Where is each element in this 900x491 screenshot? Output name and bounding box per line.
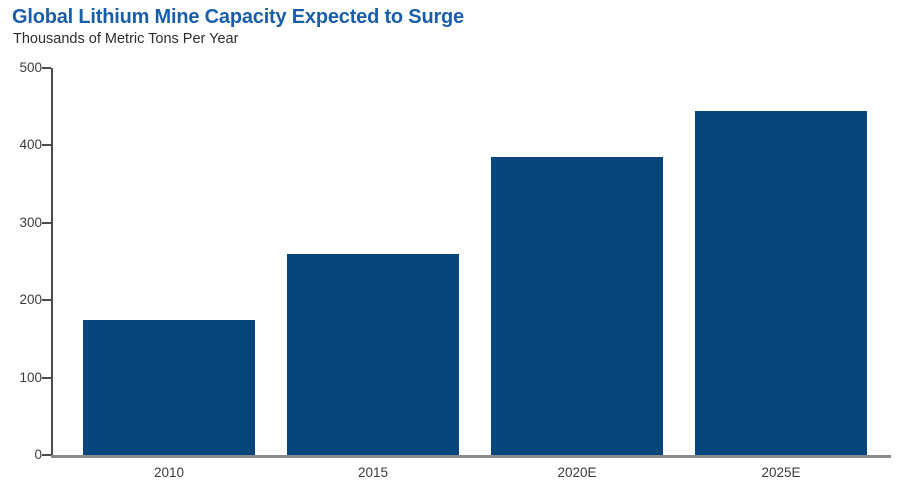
y-axis-tick — [42, 222, 51, 224]
bar-2015 — [287, 254, 459, 455]
y-axis-tick — [42, 377, 51, 379]
x-tick-label: 2010 — [153, 465, 185, 480]
bar-2020E — [491, 157, 663, 455]
y-axis-tick — [42, 67, 51, 69]
y-axis-tick — [42, 299, 51, 301]
x-tick-label: 2015 — [357, 465, 389, 480]
y-axis-tick — [42, 144, 51, 146]
chart-title: Global Lithium Mine Capacity Expected to… — [12, 6, 464, 28]
y-tick-label: 100 — [19, 370, 42, 385]
y-tick-label: 300 — [19, 215, 42, 230]
plot-area — [42, 67, 891, 458]
y-tick-label: 500 — [19, 60, 42, 75]
chart-subtitle: Thousands of Metric Tons Per Year — [13, 31, 239, 47]
y-axis-labels: 0 100 200 300 400 500 — [0, 60, 42, 462]
x-axis-baseline — [51, 455, 891, 458]
y-axis-line — [51, 68, 53, 458]
x-tick-label: 2020E — [557, 465, 597, 480]
x-tick-label: 2025E — [761, 465, 801, 480]
y-tick-label: 400 — [19, 137, 42, 152]
y-axis-tick — [42, 454, 51, 456]
bar-2025E — [695, 111, 867, 455]
y-tick-label: 0 — [34, 447, 42, 462]
bar-2010 — [83, 320, 255, 455]
y-tick-label: 200 — [19, 292, 42, 307]
x-axis-labels: 2010 2015 2020E 2025E — [53, 464, 891, 484]
